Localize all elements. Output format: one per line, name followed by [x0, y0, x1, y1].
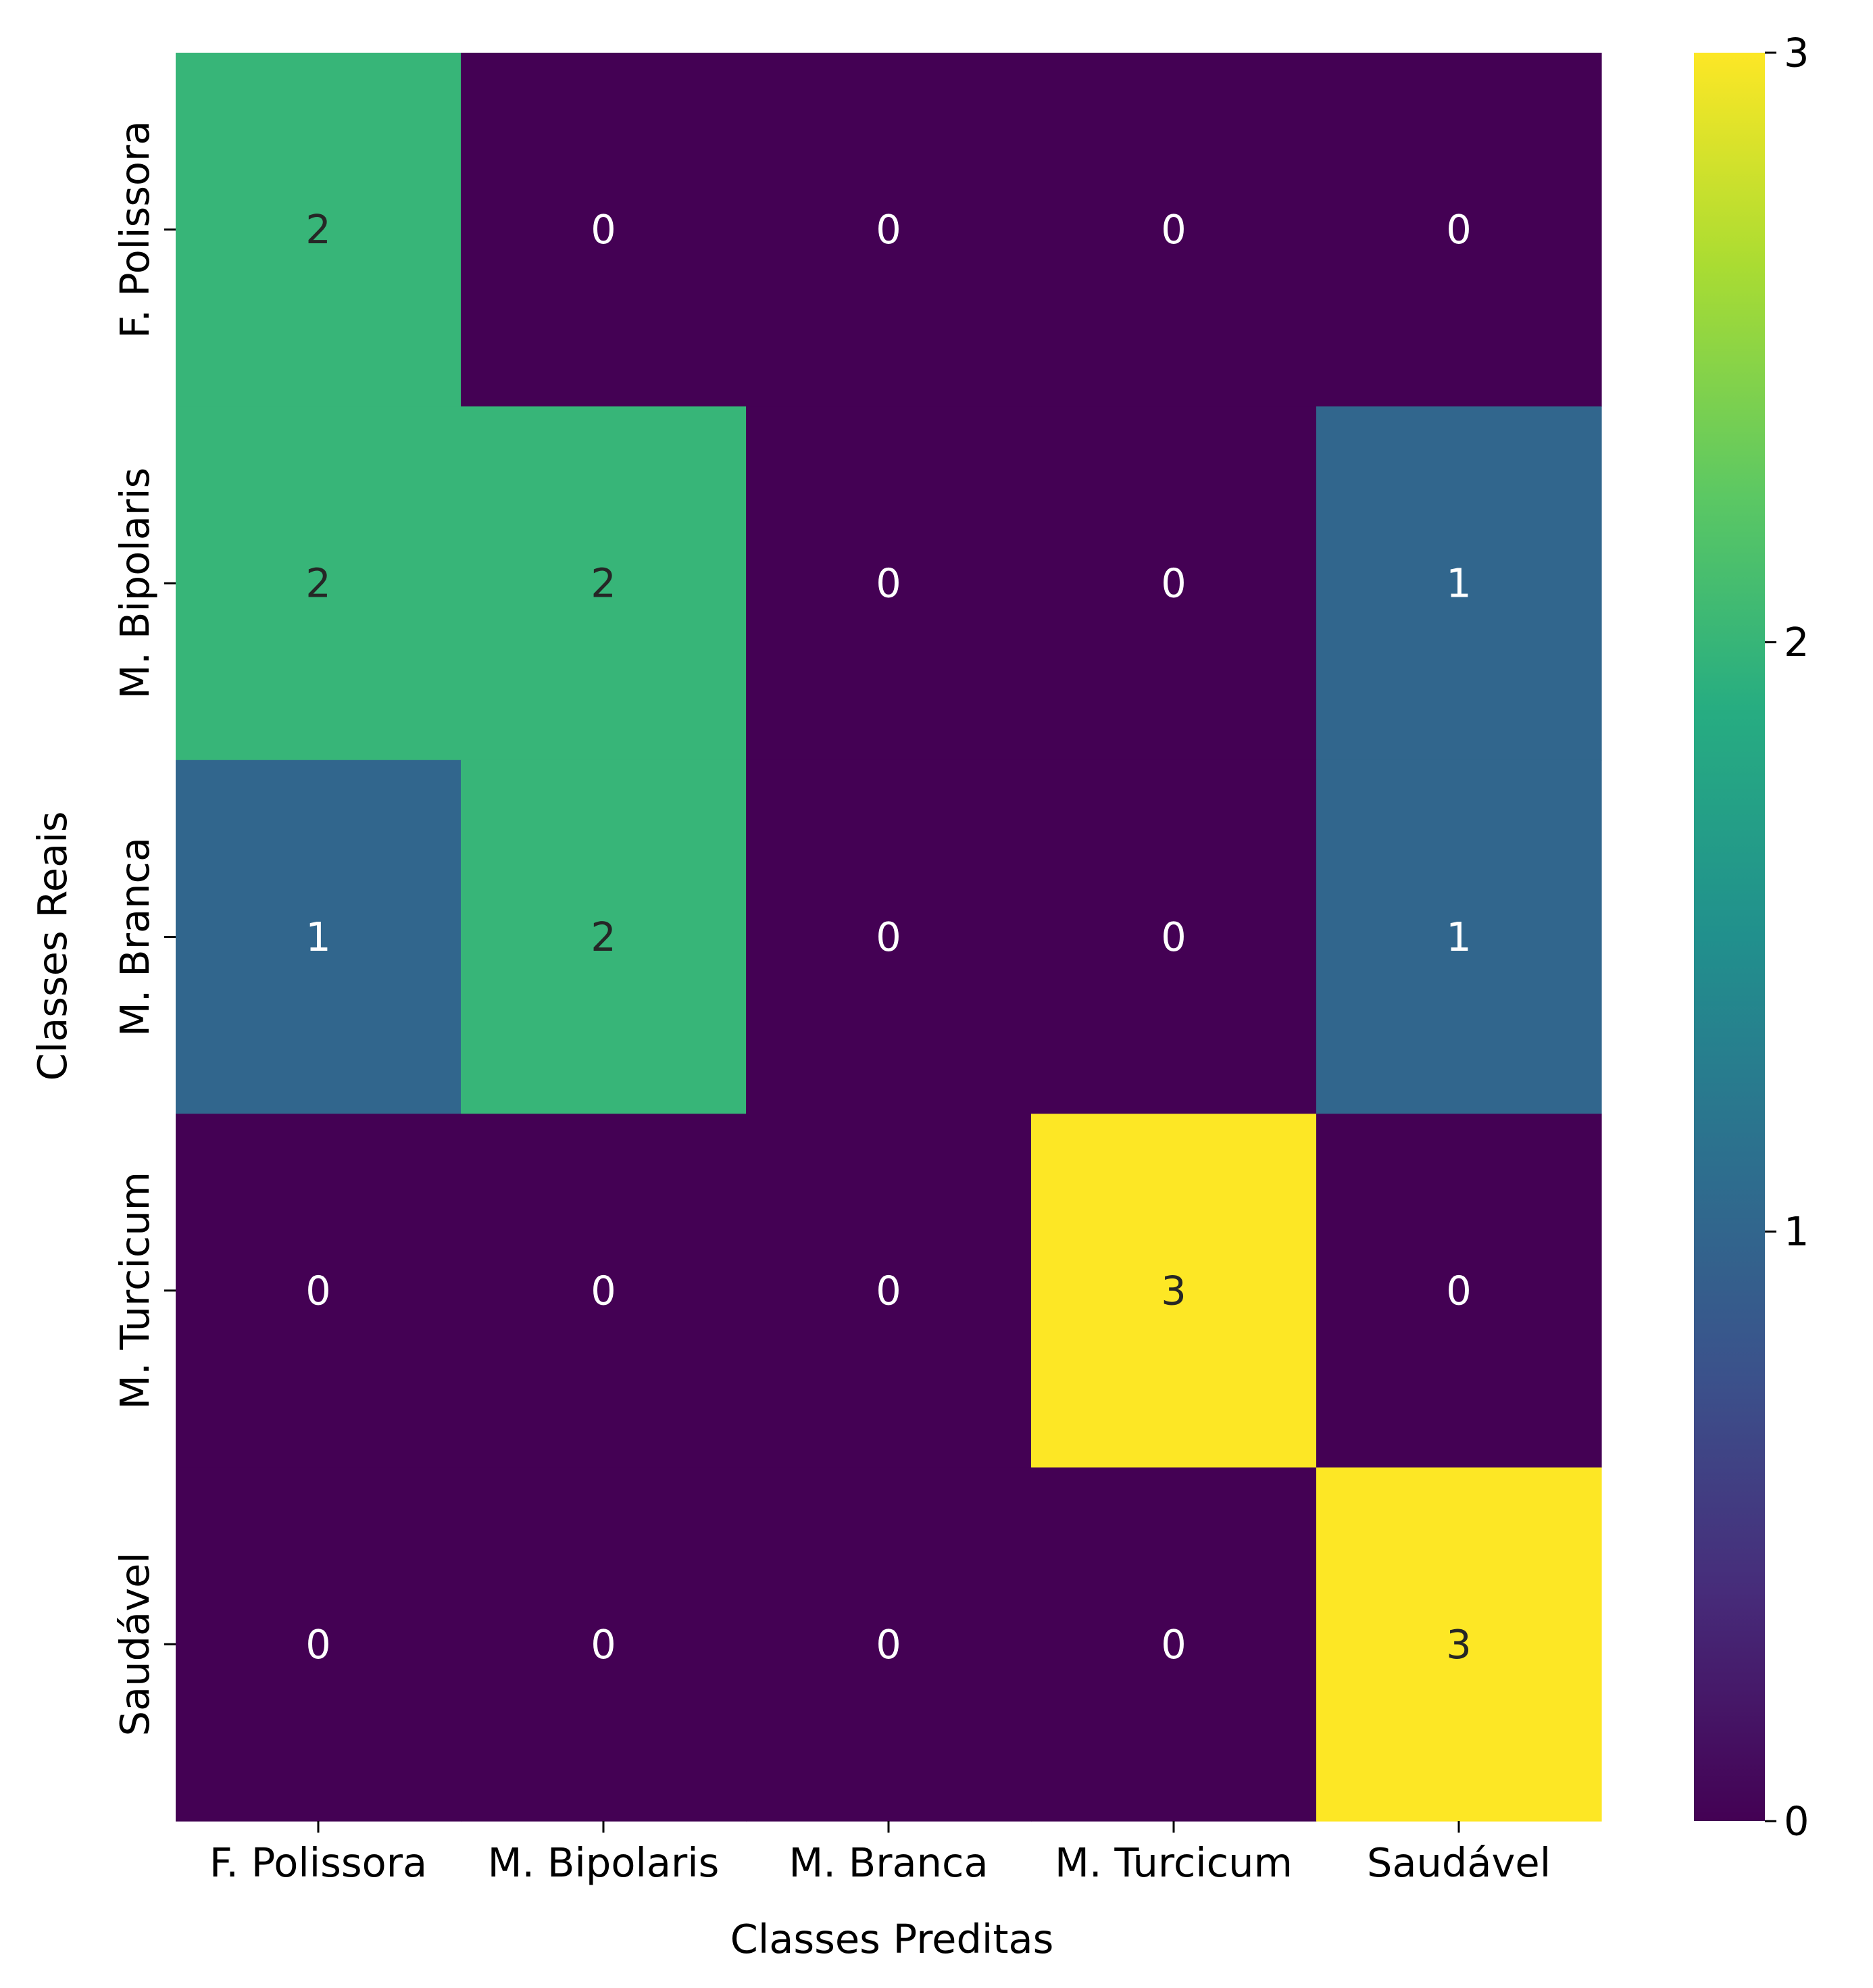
cell-value-label: 1	[1446, 914, 1472, 960]
heatmap-cell	[746, 1114, 1032, 1468]
cell-value-label: 2	[305, 206, 331, 253]
heatmap-annotations: 2 0 0 0 0 2 2 0 0 1 1 2 0 0 1 0 0 0 3 0 0 0 0 0 3	[305, 206, 1472, 1668]
cell-value-label: 0	[1161, 914, 1187, 960]
heatmap-cell	[1316, 1467, 1602, 1822]
heatmap-cell	[461, 53, 747, 407]
heatmap-cells	[176, 53, 1602, 1822]
heatmap-cell	[1031, 406, 1317, 761]
y-axis: F. Polissora M. Bipolaris M. Branca M. Turc…	[111, 121, 176, 1736]
x-tick-label: Saudável	[1367, 1839, 1551, 1886]
cell-value-label: 0	[876, 1267, 901, 1314]
x-tick-label: M. Branca	[789, 1839, 988, 1886]
cell-value-label: 0	[1161, 560, 1187, 607]
heatmap-cell	[176, 760, 461, 1114]
x-tick-label: F. Polissora	[209, 1839, 427, 1886]
cell-value-label: 2	[591, 560, 616, 607]
colorbar-ticks: 0 1 2 3	[1765, 30, 1809, 1845]
colorbar-tick-label: 0	[1784, 1798, 1809, 1845]
heatmap-cell	[1316, 53, 1602, 407]
cell-value-label: 0	[305, 1267, 331, 1314]
cell-value-label: 0	[591, 206, 616, 253]
x-axis-label: Classes Preditas	[730, 1916, 1054, 1962]
cell-value-label: 3	[1161, 1267, 1187, 1314]
x-tick-label: M. Turcicum	[1055, 1839, 1293, 1886]
cell-value-label: 0	[591, 1267, 616, 1314]
heatmap-cell	[746, 53, 1032, 407]
cell-value-label: 0	[876, 560, 901, 607]
heatmap-cell	[746, 406, 1032, 761]
heatmap-cell	[176, 1114, 461, 1468]
x-axis: F. Polissora M. Bipolaris M. Branca M. Turc…	[209, 1821, 1551, 1886]
heatmap-cell	[1316, 1114, 1602, 1468]
heatmap-cell	[461, 1467, 747, 1822]
y-tick-label: M. Bipolaris	[111, 468, 158, 699]
heatmap-cell	[176, 1467, 461, 1822]
y-tick-label: Saudável	[111, 1552, 158, 1736]
heatmap-cell	[461, 1114, 747, 1468]
y-tick-label: M. Branca	[111, 837, 158, 1037]
cell-value-label: 1	[1446, 560, 1472, 607]
cell-value-label: 0	[876, 206, 901, 253]
heatmap-cell	[746, 1467, 1032, 1822]
colorbar: 0 1 2 3	[1694, 30, 1809, 1845]
heatmap-cell	[1031, 1467, 1317, 1822]
colorbar-gradient	[1694, 53, 1765, 1821]
colorbar-tick-label: 3	[1784, 30, 1809, 76]
cell-value-label: 0	[305, 1621, 331, 1668]
cell-value-label: 0	[1161, 206, 1187, 253]
y-tick-label: M. Turcicum	[111, 1172, 158, 1410]
y-axis-label: Classes Reais	[29, 812, 76, 1081]
heatmap-cell	[461, 760, 747, 1114]
cell-value-label: 0	[591, 1621, 616, 1668]
colorbar-tick-label: 2	[1784, 619, 1809, 666]
x-tick-label: M. Bipolaris	[488, 1839, 720, 1886]
cell-value-label: 0	[1161, 1621, 1187, 1668]
cell-value-label: 0	[876, 1621, 901, 1668]
cell-value-label: 2	[591, 914, 616, 960]
heatmap-cell	[176, 53, 461, 407]
heatmap-cell	[1031, 1114, 1317, 1468]
heatmap-cell	[1316, 760, 1602, 1114]
y-tick-label: F. Polissora	[111, 121, 158, 339]
heatmap-cell	[1031, 760, 1317, 1114]
heatmap-cell	[1316, 406, 1602, 761]
cell-value-label: 0	[876, 914, 901, 960]
heatmap-cell	[461, 406, 747, 761]
cell-value-label: 3	[1446, 1621, 1472, 1668]
cell-value-label: 0	[1446, 1267, 1472, 1314]
heatmap-cell	[1031, 53, 1317, 407]
heatmap-cell	[746, 760, 1032, 1114]
cell-value-label: 1	[305, 914, 331, 960]
cell-value-label: 0	[1446, 206, 1472, 253]
colorbar-tick-label: 1	[1784, 1208, 1809, 1255]
heatmap-cell	[176, 406, 461, 761]
cell-value-label: 2	[305, 560, 331, 607]
